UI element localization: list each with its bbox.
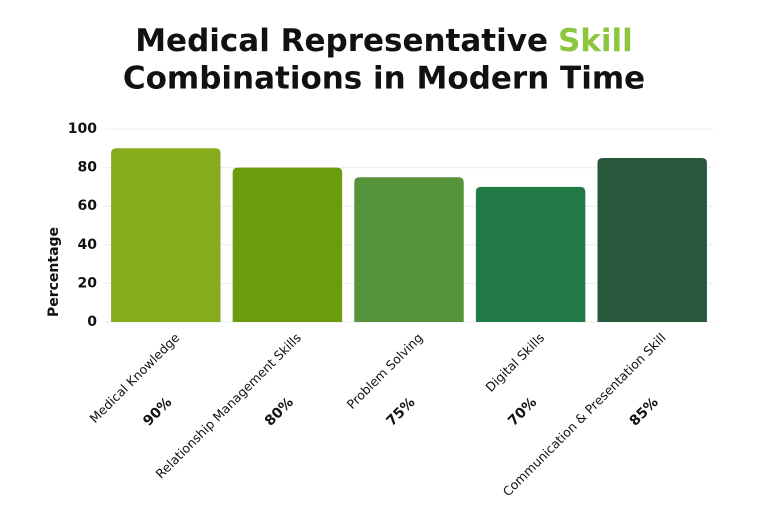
y-tick-label: 20 <box>78 275 98 291</box>
y-axis-label: Percentage <box>46 227 62 317</box>
bar <box>111 148 221 322</box>
value-label: 75% <box>383 394 418 429</box>
y-tick-label: 80 <box>78 160 98 176</box>
bar <box>354 177 464 322</box>
chart-title-line-1: Medical Representative Skill <box>135 23 633 59</box>
value-label: 85% <box>627 394 662 429</box>
chart-title-line-2: Combinations in Modern Time <box>123 61 645 97</box>
value-label: 90% <box>140 394 175 429</box>
y-tick-label: 60 <box>78 198 98 214</box>
title-part: Medical Representative <box>135 23 548 59</box>
x-tick-label: Problem Solving <box>344 330 426 412</box>
y-tick-label: 0 <box>87 314 97 330</box>
value-label: 80% <box>262 394 297 429</box>
x-tick-label: Digital Skills <box>482 330 547 395</box>
bar <box>232 167 343 322</box>
bar <box>475 186 586 322</box>
bar <box>597 157 707 322</box>
y-tick-label: 40 <box>78 237 98 253</box>
title-highlight: Skill <box>558 23 633 59</box>
y-tick-label: 100 <box>68 121 97 137</box>
value-label: 70% <box>505 394 540 429</box>
